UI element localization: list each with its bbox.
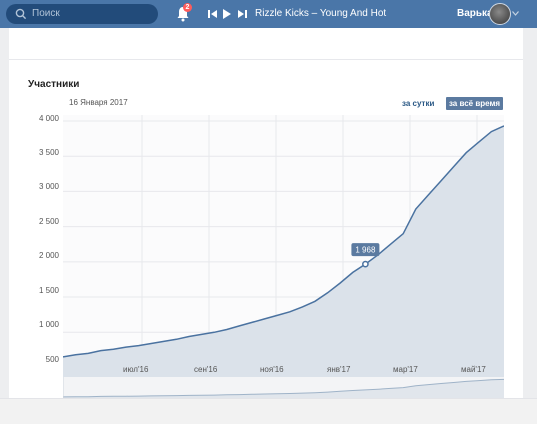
play-icon[interactable]	[222, 9, 232, 19]
data-point	[402, 232, 404, 234]
y-tick-label: 3 000	[38, 182, 59, 191]
data-point	[478, 141, 480, 143]
y-tick-label: 2 500	[38, 217, 59, 226]
y-tick-label: 2 000	[38, 251, 59, 260]
x-tick-label: янв'17	[327, 365, 351, 374]
data-point	[263, 318, 265, 320]
user-name[interactable]: Варька	[457, 8, 493, 19]
next-track-icon[interactable]	[237, 9, 247, 19]
period-all-time-button[interactable]: за всё время	[446, 97, 503, 110]
search-placeholder: Поиск	[32, 8, 60, 19]
divider	[9, 59, 523, 60]
data-point	[289, 311, 291, 313]
data-point	[87, 352, 89, 354]
data-point	[125, 346, 127, 348]
stats-card: Участники 16 Января 2017 за сутки за всё…	[9, 28, 523, 398]
data-point	[100, 349, 102, 351]
y-tick-label: 3 500	[38, 148, 59, 157]
navigator-area	[63, 379, 504, 398]
data-point	[326, 292, 328, 294]
data-point	[389, 243, 391, 245]
x-tick-label: ноя'16	[260, 365, 284, 374]
data-point	[415, 208, 417, 210]
data-point	[452, 166, 454, 168]
tooltip-value: 1 968	[355, 246, 376, 255]
x-tick-label: мар'17	[393, 365, 418, 374]
data-point	[150, 342, 152, 344]
data-point	[175, 338, 177, 340]
tooltip-box	[351, 243, 380, 257]
data-point	[163, 340, 165, 342]
x-tick-label: сен'16	[194, 365, 218, 374]
data-point	[112, 348, 114, 350]
top-bar: Поиск 2 Rizzle Kicks – Young And Hot Вар…	[0, 0, 537, 28]
data-point	[427, 194, 429, 196]
search-icon	[15, 8, 27, 20]
data-point	[301, 306, 303, 308]
data-point	[339, 282, 341, 284]
chevron-down-icon[interactable]	[512, 11, 519, 16]
y-tick-label: 500	[45, 355, 59, 364]
period-day-button[interactable]: за сутки	[402, 99, 435, 108]
series-line	[63, 125, 504, 358]
page-footer	[0, 398, 537, 424]
data-point	[137, 344, 139, 346]
data-point	[440, 180, 442, 182]
data-point	[465, 151, 467, 153]
members-chart[interactable]: 1 968	[63, 115, 504, 398]
data-point	[74, 354, 76, 356]
series-area	[63, 125, 504, 378]
highlight-point	[362, 260, 369, 268]
y-tick-label: 1 000	[38, 320, 59, 329]
navigator-line	[63, 378, 504, 398]
data-point	[226, 328, 228, 330]
data-point	[200, 333, 202, 335]
y-tick-label: 4 000	[38, 114, 59, 123]
current-track-title[interactable]: Rizzle Kicks – Young And Hot	[255, 8, 387, 19]
data-point	[251, 321, 253, 323]
data-point	[238, 325, 240, 327]
y-tick-label: 1 500	[38, 286, 59, 295]
section-title: Участники	[28, 79, 80, 90]
hover-date-label: 16 Января 2017	[69, 98, 128, 107]
data-point	[490, 130, 492, 132]
data-point	[314, 300, 316, 302]
avatar[interactable]	[489, 3, 511, 25]
data-point	[188, 335, 190, 337]
search-input[interactable]: Поиск	[6, 4, 158, 24]
data-point	[213, 331, 215, 333]
previous-track-icon[interactable]	[208, 9, 218, 19]
x-tick-label: июл'16	[123, 365, 149, 374]
data-point	[276, 314, 278, 316]
x-tick-label: май'17	[461, 365, 486, 374]
data-point	[352, 271, 354, 273]
notification-count-badge: 2	[183, 3, 192, 12]
